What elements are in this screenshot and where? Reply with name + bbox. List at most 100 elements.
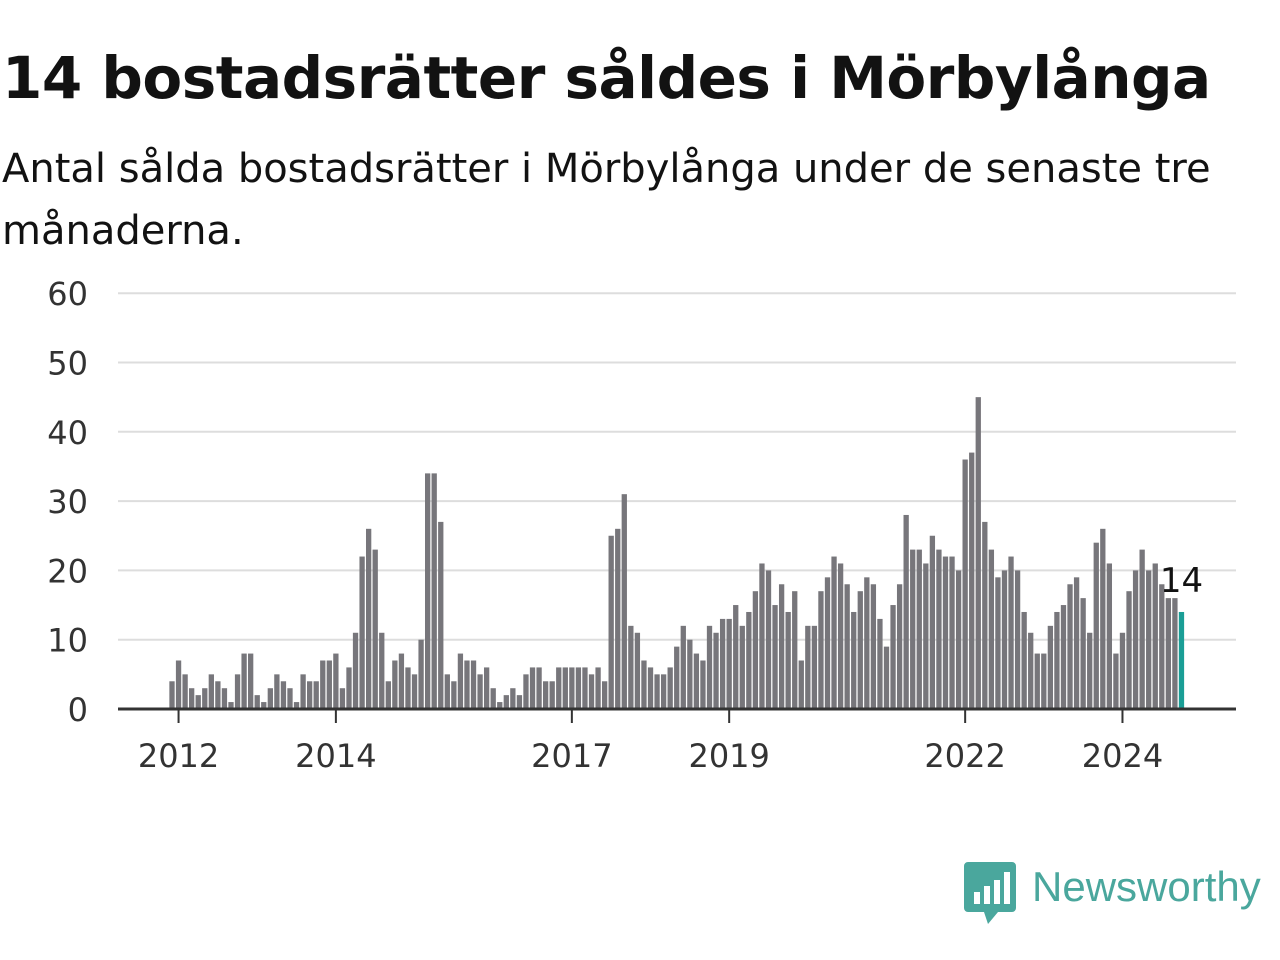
bar bbox=[307, 681, 313, 709]
bar bbox=[1132, 570, 1139, 709]
bar bbox=[320, 660, 326, 709]
bar bbox=[1054, 611, 1060, 709]
bar bbox=[195, 695, 201, 709]
bar bbox=[1119, 632, 1126, 709]
bar bbox=[877, 618, 883, 709]
last-value-label: 14 bbox=[1160, 561, 1203, 601]
bar bbox=[359, 556, 365, 709]
bar bbox=[379, 632, 385, 709]
bar bbox=[470, 660, 477, 709]
bar bbox=[831, 556, 837, 709]
bar bbox=[975, 397, 981, 709]
bar bbox=[719, 618, 726, 709]
bar bbox=[746, 611, 752, 709]
bar bbox=[372, 549, 378, 709]
bar bbox=[818, 591, 824, 709]
bar bbox=[339, 688, 346, 709]
bar bbox=[1152, 563, 1158, 709]
bar bbox=[202, 688, 208, 709]
bar bbox=[438, 521, 444, 709]
bar bbox=[549, 681, 555, 709]
bar bbox=[293, 702, 300, 709]
brand-name: Newsworthy bbox=[1032, 863, 1261, 910]
bar bbox=[890, 605, 896, 709]
bar bbox=[1028, 632, 1034, 709]
bar bbox=[333, 653, 339, 709]
bar-latest bbox=[1178, 611, 1185, 709]
chart-title: 14 bostadsrätter såldes i Mörbylånga bbox=[2, 44, 1211, 112]
bar bbox=[1126, 591, 1132, 709]
bar bbox=[300, 674, 306, 709]
bar bbox=[228, 702, 234, 709]
bar bbox=[1113, 653, 1119, 709]
bar bbox=[1021, 611, 1027, 709]
bar bbox=[923, 563, 929, 709]
bar bbox=[844, 584, 850, 709]
bar bbox=[215, 681, 221, 709]
bar bbox=[936, 549, 942, 709]
bar bbox=[680, 625, 686, 709]
bar bbox=[759, 563, 765, 709]
bar bbox=[562, 667, 568, 709]
bar bbox=[398, 653, 405, 709]
bar bbox=[261, 702, 267, 709]
bar bbox=[483, 667, 490, 709]
bar bbox=[621, 494, 627, 709]
bar bbox=[575, 667, 582, 709]
bar bbox=[169, 681, 175, 709]
y-tick-label: 30 bbox=[47, 483, 88, 521]
bar bbox=[208, 674, 214, 709]
bar bbox=[778, 584, 785, 709]
bar bbox=[949, 556, 955, 709]
bar bbox=[713, 632, 719, 709]
bar bbox=[1080, 598, 1086, 709]
x-tick-label: 2019 bbox=[688, 737, 769, 775]
bar bbox=[674, 646, 680, 709]
bar bbox=[582, 667, 588, 709]
bar bbox=[752, 591, 759, 709]
bar bbox=[280, 681, 287, 709]
bar bbox=[792, 591, 798, 709]
bar bbox=[988, 549, 995, 709]
bar bbox=[1060, 605, 1067, 709]
bar bbox=[1041, 653, 1047, 709]
bar bbox=[660, 674, 667, 709]
bar bbox=[464, 660, 470, 709]
bar bbox=[425, 473, 431, 709]
bar bbox=[248, 653, 254, 709]
bar bbox=[700, 660, 706, 709]
bar bbox=[536, 667, 542, 709]
bar bbox=[392, 660, 398, 709]
bar bbox=[772, 605, 778, 709]
bar bbox=[1034, 653, 1040, 709]
bar bbox=[903, 514, 909, 709]
bar bbox=[313, 681, 319, 709]
bar bbox=[569, 667, 575, 709]
bar bbox=[510, 688, 516, 709]
bar bbox=[634, 632, 641, 709]
bar bbox=[1165, 598, 1172, 709]
bar bbox=[352, 632, 359, 709]
bar bbox=[969, 452, 975, 709]
bar bbox=[346, 667, 352, 709]
bar bbox=[418, 639, 424, 709]
bar bbox=[601, 681, 608, 709]
y-tick-label: 50 bbox=[47, 345, 88, 383]
bar bbox=[864, 577, 870, 709]
bars bbox=[169, 397, 1185, 709]
bar bbox=[929, 535, 936, 709]
bar bbox=[647, 667, 654, 709]
bar bbox=[1014, 570, 1021, 709]
bar bbox=[477, 674, 483, 709]
bar bbox=[1067, 584, 1073, 709]
bar bbox=[837, 563, 844, 709]
bar bbox=[628, 625, 634, 709]
bar bbox=[1139, 549, 1145, 709]
bar bbox=[523, 674, 529, 709]
bar bbox=[444, 674, 450, 709]
bar bbox=[942, 556, 949, 709]
bar bbox=[811, 625, 818, 709]
y-axis-labels: 0 10 20 30 40 50 60 bbox=[47, 275, 88, 729]
bar bbox=[182, 674, 188, 709]
bar bbox=[851, 611, 857, 709]
